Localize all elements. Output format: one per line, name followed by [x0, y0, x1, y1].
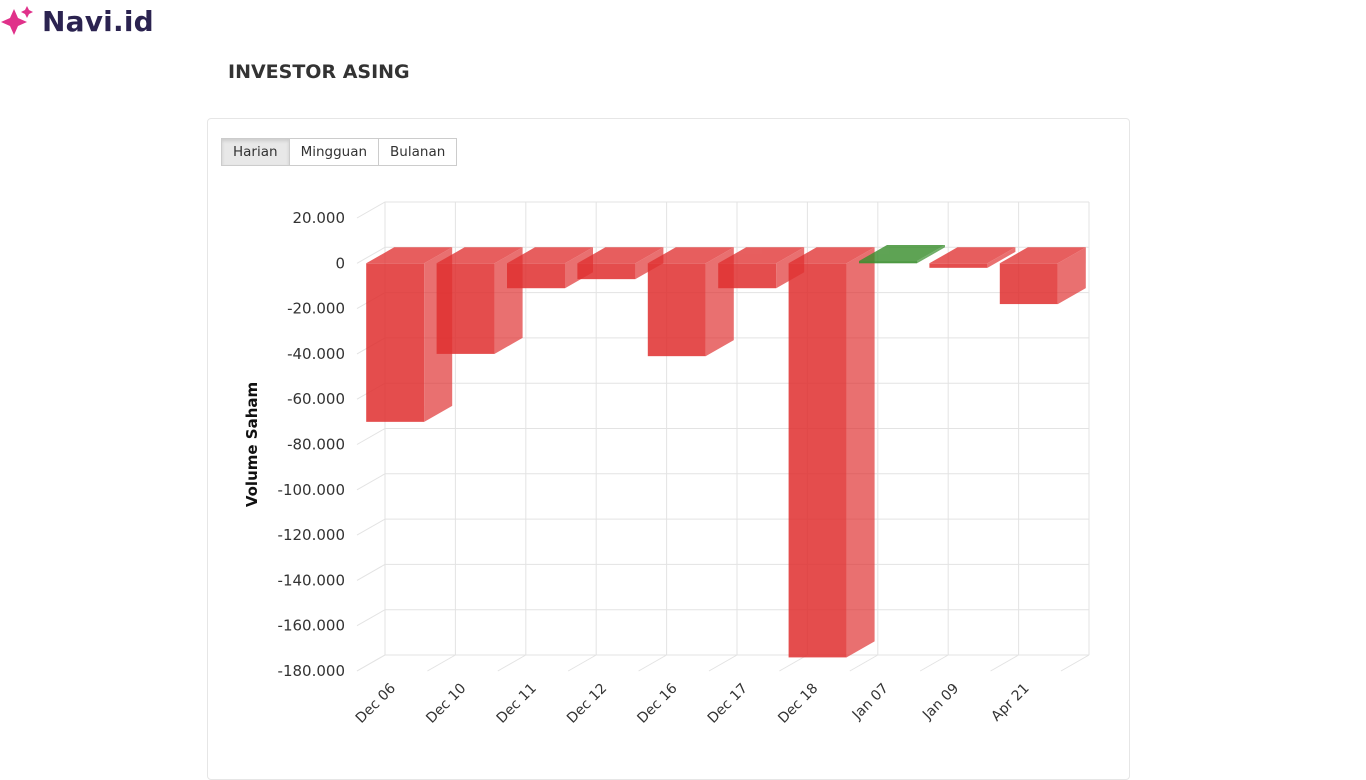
y-tick-label: 20.000 — [293, 209, 346, 227]
y-axis-title: Volume Saham — [243, 382, 261, 507]
chart-panel — [207, 118, 1130, 780]
floor-line — [779, 654, 808, 672]
y-tick-label: -20.000 — [287, 300, 345, 318]
bar-front — [436, 263, 495, 354]
bar-top — [507, 247, 593, 264]
y-tick-label: -120.000 — [278, 526, 345, 544]
y-tick-label: -40.000 — [287, 345, 345, 363]
bar-front — [647, 263, 706, 357]
grid-line-h — [356, 382, 1089, 400]
x-tick-label: Apr 21 — [988, 681, 1032, 725]
x-axis-ticks: Dec 06 Dec 10 Dec 11 Dec 12 Dec 16 Dec 17 Dec … — [353, 680, 1033, 726]
x-tick-label: Jan 07 — [849, 681, 892, 724]
floor-line — [919, 654, 949, 672]
y-tick-label: -80.000 — [287, 436, 345, 454]
bar-front — [718, 263, 777, 289]
tab-bulanan[interactable]: Bulanan — [378, 138, 458, 166]
bar — [788, 247, 875, 658]
brand-logo[interactable]: Navi.id — [0, 0, 154, 42]
bar-top — [999, 247, 1086, 264]
floor-line — [427, 654, 456, 672]
floor-line — [567, 654, 597, 672]
x-tick-label: Dec 17 — [705, 681, 751, 727]
bar — [366, 247, 453, 422]
bar-front — [788, 263, 847, 658]
bar-front — [859, 261, 917, 264]
y-tick-label: -60.000 — [287, 390, 345, 408]
period-toggle: Harian Mingguan Bulanan — [221, 138, 458, 166]
x-tick-label: Dec 11 — [494, 681, 540, 727]
bar — [507, 247, 593, 289]
floor-line — [1060, 654, 1090, 672]
grid-line-h — [356, 473, 1089, 491]
x-tick-label: Dec 12 — [564, 681, 610, 727]
bar-front — [507, 263, 565, 289]
tab-harian[interactable]: Harian — [221, 138, 290, 166]
bar — [929, 247, 1016, 268]
floor-line — [638, 654, 667, 672]
y-tick-label: -100.000 — [278, 481, 345, 499]
sparkle-small — [21, 6, 33, 18]
x-tick-label: Dec 16 — [634, 680, 680, 726]
floor-line — [990, 654, 1019, 672]
tab-mingguan[interactable]: Mingguan — [288, 138, 380, 166]
bar — [859, 245, 945, 264]
y-tick-label: -140.000 — [278, 571, 345, 589]
bar-front — [366, 263, 425, 422]
sparkle-main — [1, 9, 27, 35]
section-title: INVESTOR ASING — [228, 61, 410, 83]
y-tick-label: -180.000 — [278, 662, 345, 680]
floor-line — [708, 654, 738, 672]
y-tick-label: -160.000 — [278, 617, 345, 635]
floor-line — [497, 654, 527, 672]
grid-line-h — [356, 609, 1089, 627]
bar-side — [1057, 247, 1086, 305]
bar-top — [366, 247, 453, 264]
brand-name: Navi.id — [42, 4, 154, 38]
grid-line-h — [356, 563, 1089, 581]
bar-front — [577, 263, 636, 280]
x-tick-label: Dec 18 — [775, 681, 821, 727]
bar-side — [917, 245, 945, 264]
bar-front — [929, 263, 988, 268]
floor-line — [356, 654, 386, 672]
x-tick-label: Jan 09 — [919, 681, 962, 724]
sparkle-icon — [1, 6, 33, 35]
bar-front — [999, 263, 1058, 305]
x-tick-label: Dec 06 — [353, 680, 399, 726]
bar-top — [859, 245, 945, 262]
bar-top — [718, 247, 805, 264]
bar — [436, 247, 523, 354]
y-axis-ticks: 20.000 0 -20.000 -40.000 -60.000 -80.000 -100.… — [278, 209, 345, 680]
x-tick-label: Dec 10 — [423, 681, 469, 727]
bar-top — [788, 247, 875, 264]
bar — [999, 247, 1086, 305]
bar-side — [846, 247, 875, 658]
grid-line-h — [356, 201, 1089, 219]
bar-top — [577, 247, 664, 264]
grid-line-h — [356, 518, 1089, 536]
bar-top — [436, 247, 523, 264]
floor-line — [849, 654, 879, 672]
grid-line-h — [356, 428, 1089, 445]
bar-side — [987, 247, 1016, 268]
bar-top — [929, 247, 1016, 264]
chart-bars — [366, 245, 1086, 658]
y-tick-label: 0 — [335, 254, 345, 272]
bar-top — [647, 247, 734, 264]
